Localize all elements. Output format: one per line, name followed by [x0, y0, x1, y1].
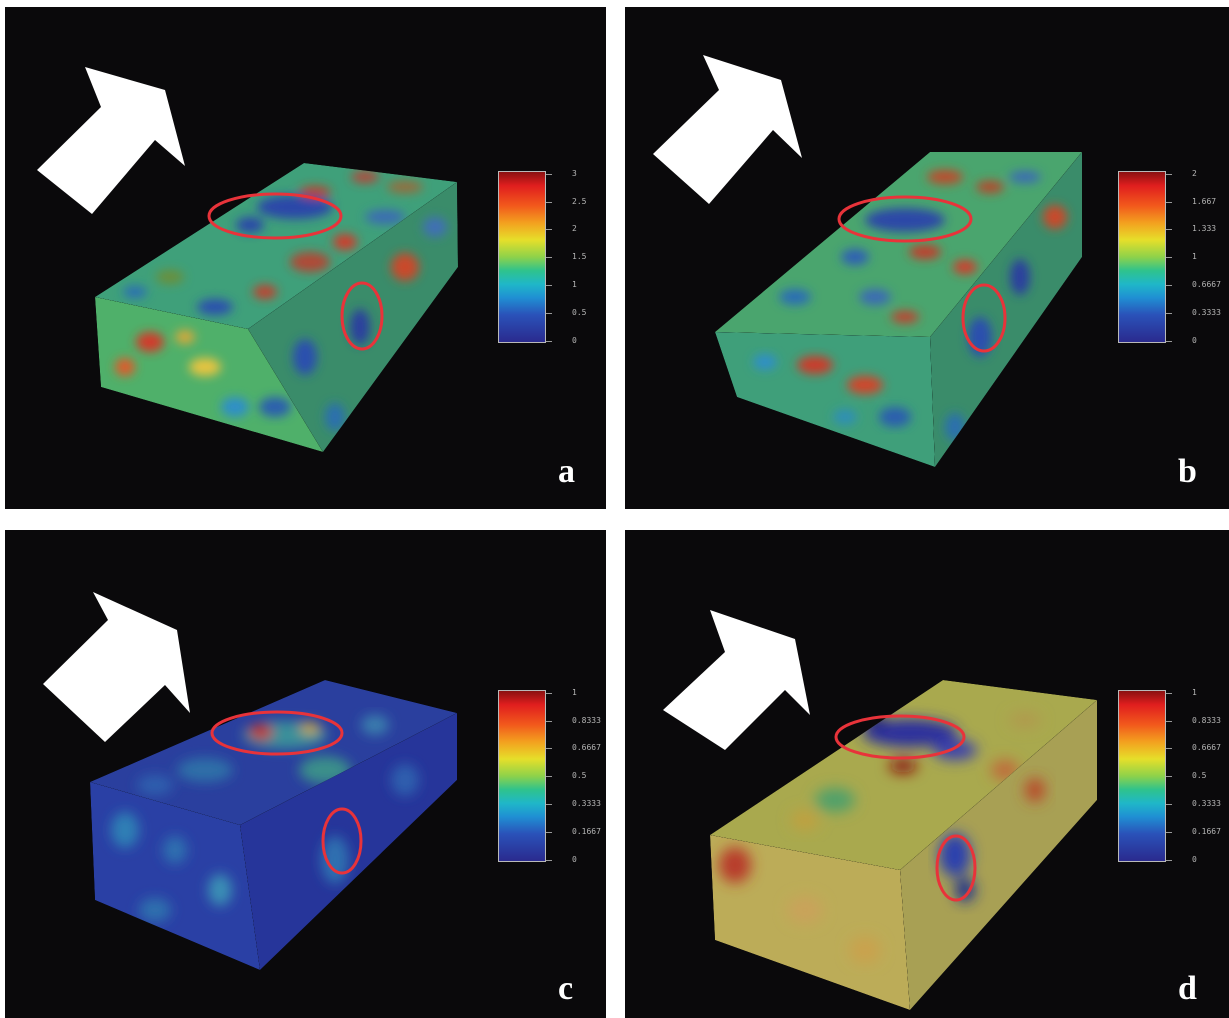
colorbar-tick-label: 0.3333	[1192, 308, 1221, 317]
colorbar-gradient	[1118, 171, 1166, 343]
panel-d: 1 0.8333 0.6667 0.5 0.3333 0.1667 0 d	[625, 530, 1229, 1018]
colorbar-gradient	[498, 690, 546, 862]
block-render-c	[43, 592, 457, 970]
highlight-ellipse	[321, 807, 363, 875]
panel-letter: d	[1178, 970, 1197, 1007]
colorbar-tick-label: 2	[1192, 169, 1197, 178]
panel-letter: a	[558, 453, 575, 490]
highlight-ellipse	[935, 834, 977, 902]
colorbar-tick-label: 3	[572, 169, 577, 178]
direction-arrow	[37, 67, 185, 214]
highlight-ellipse	[340, 281, 384, 351]
colorbar-tick-label: 0.3333	[572, 799, 601, 808]
panel-letter: c	[558, 970, 574, 1007]
highlight-ellipse	[961, 283, 1007, 353]
colorbar-tick-label: 2.5	[572, 197, 587, 206]
highlight-ellipse	[207, 192, 343, 240]
block-render-d	[663, 610, 1097, 1010]
colorbar-tick-label: 0	[1192, 855, 1197, 864]
colorbar-tick-label: 0	[1192, 336, 1197, 345]
colorbar-tick-label: 0.8333	[572, 716, 601, 725]
block-render-a	[37, 67, 458, 452]
colorbar-gradient	[498, 171, 546, 343]
colorbar-gradient	[1118, 690, 1166, 862]
colorbar-tick-label: 1	[1192, 252, 1197, 261]
panel-letter: b	[1178, 453, 1197, 490]
highlight-ellipse	[210, 710, 344, 756]
direction-arrow	[653, 55, 802, 204]
colorbar-tick-label: 0.6667	[1192, 743, 1221, 752]
panel-c: 1 0.8333 0.6667 0.5 0.3333 0.1667 0 c	[5, 530, 606, 1018]
colorbar-tick-label: 1.667	[1192, 197, 1217, 206]
colorbar-tick-label: 0	[572, 336, 577, 345]
direction-arrow	[663, 610, 810, 750]
panel-b: 2 1.667 1.333 1 0.6667 0.3333 0 b	[625, 7, 1229, 509]
panel-a: 3 2.5 2 1.5 1 0.5 0 a	[5, 7, 606, 509]
colorbar-tick-label: 1	[572, 688, 577, 697]
colorbar-tick-label: 0	[572, 855, 577, 864]
colorbar-tick-label: 0.6667	[572, 743, 601, 752]
colorbar-tick-label: 2	[572, 224, 577, 233]
colorbar-tick-label: 1.5	[572, 252, 587, 261]
colorbar-tick-label: 0.1667	[1192, 827, 1221, 836]
colorbar-tick-label: 1.333	[1192, 224, 1217, 233]
direction-arrow	[43, 592, 190, 742]
highlight-ellipse	[834, 714, 966, 760]
colorbar-tick-label: 1	[1192, 688, 1197, 697]
colorbar-tick-label: 0.5	[1192, 771, 1207, 780]
colorbar-tick-label: 0.5	[572, 308, 587, 317]
colorbar-tick-label: 0.8333	[1192, 716, 1221, 725]
highlight-ellipse	[837, 195, 973, 243]
colorbar-tick-label: 0.6667	[1192, 280, 1221, 289]
colorbar-tick-label: 0.3333	[1192, 799, 1221, 808]
colorbar-tick-label: 1	[572, 280, 577, 289]
colorbar-tick-label: 0.5	[572, 771, 587, 780]
colorbar-tick-label: 0.1667	[572, 827, 601, 836]
block-render-b	[653, 55, 1082, 467]
